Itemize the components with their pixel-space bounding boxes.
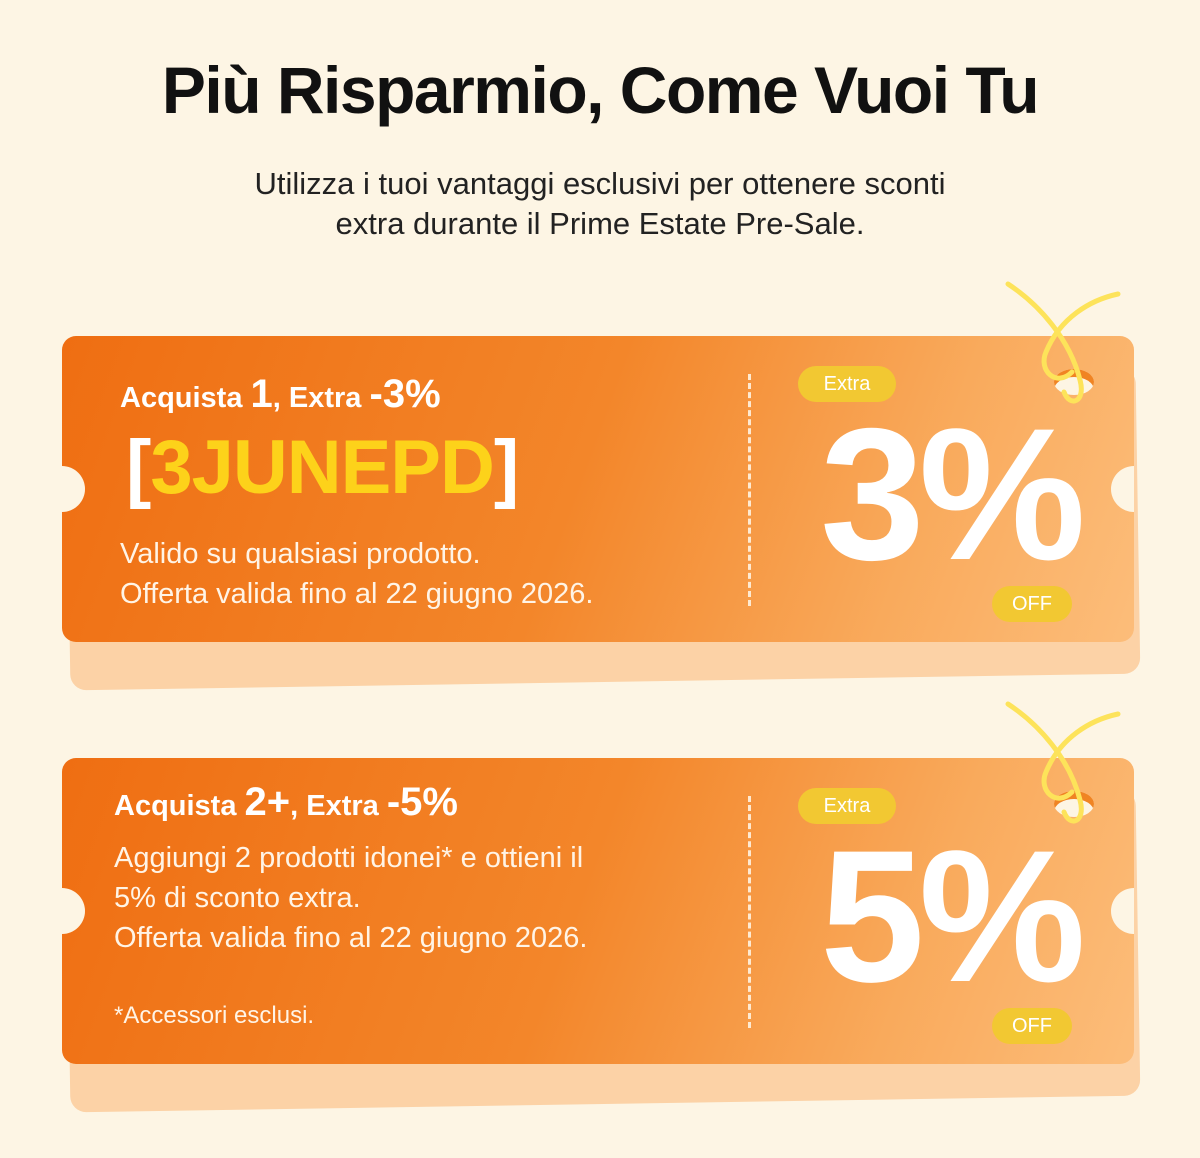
ticket-notch-icon	[1111, 466, 1134, 512]
promo-code[interactable]: [3JUNEPD]	[126, 425, 519, 510]
dashed-divider	[748, 796, 751, 1028]
coupon-description: Valido su qualsiasi prodotto. Offerta va…	[120, 538, 594, 610]
discount-value: 3%	[820, 389, 1086, 599]
coupon-body: Acquista 1, Extra -3% [3JUNEPD] Valido s…	[62, 336, 1134, 642]
extra-badge: Extra	[798, 366, 896, 402]
coupon-card-5[interactable]: Acquista 2+, Extra -5% Aggiungi 2 prodot…	[62, 758, 1141, 1113]
page-subtitle: Utilizza i tuoi vantaggi esclusivi per o…	[0, 164, 1200, 244]
coupon-card-3[interactable]: Acquista 1, Extra -3% [3JUNEPD] Valido s…	[62, 336, 1141, 691]
ticket-notch-icon	[62, 466, 85, 512]
ticket-notch-icon	[62, 888, 85, 934]
coupon-headline: Acquista 1, Extra -3%	[120, 372, 441, 416]
dashed-divider	[748, 374, 751, 606]
discount-value: 5%	[820, 811, 1086, 1021]
subtitle-line: Utilizza i tuoi vantaggi esclusivi per o…	[254, 166, 946, 201]
coupon-headline: Acquista 2+, Extra -5%	[114, 780, 458, 824]
extra-badge: Extra	[798, 788, 896, 824]
coupon-body: Acquista 2+, Extra -5% Aggiungi 2 prodot…	[62, 758, 1134, 1064]
off-badge: OFF	[992, 586, 1072, 622]
coupon-footnote: *Accessori esclusi.	[114, 1002, 315, 1029]
off-badge: OFF	[992, 1008, 1072, 1044]
coupon-description: Aggiungi 2 prodotti idonei* e ottieni il…	[114, 842, 588, 954]
promo-code-text[interactable]: 3JUNEPD	[150, 425, 495, 510]
page-title: Più Risparmio, Come Vuoi Tu	[161, 53, 1040, 127]
ticket-notch-icon	[1111, 888, 1134, 934]
subtitle-line: extra durante il Prime Estate Pre-Sale.	[335, 206, 865, 241]
